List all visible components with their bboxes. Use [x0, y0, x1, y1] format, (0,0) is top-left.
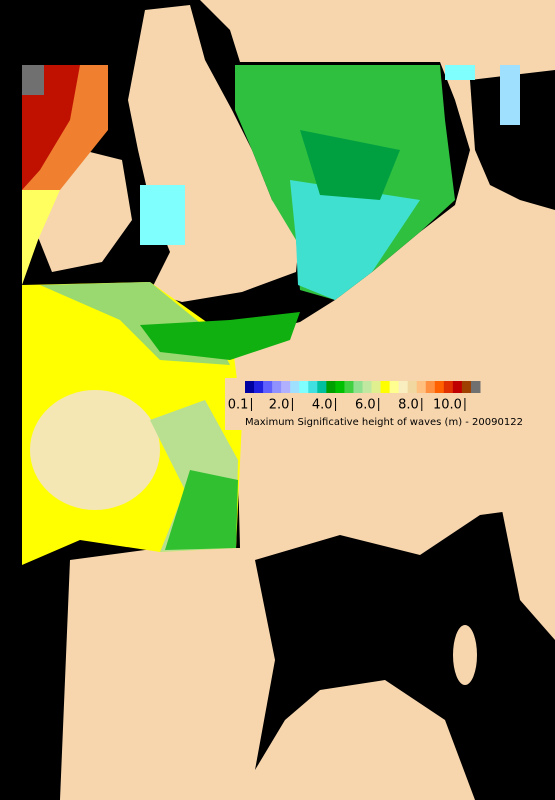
mediterranean	[255, 505, 555, 800]
colorbar-swatch	[272, 381, 282, 393]
skagerrak-field	[445, 65, 475, 80]
calm-patch	[30, 390, 160, 510]
colorbar-swatch	[263, 381, 273, 393]
italy	[500, 480, 555, 640]
tick-label: 10.0	[433, 398, 462, 413]
colorbar-swatch	[389, 381, 400, 393]
tick-label: 6.0	[355, 398, 376, 413]
colorbar-swatch	[398, 381, 409, 393]
colorbar-swatch	[461, 381, 472, 393]
kattegat-field	[500, 65, 520, 125]
colorbar-swatch	[362, 381, 373, 393]
colorbar-swatch	[317, 381, 327, 393]
north-sea-south	[290, 180, 420, 300]
colorbar-swatch	[308, 381, 318, 393]
irish-sea-field	[140, 185, 185, 245]
colorbar-swatch	[434, 381, 445, 393]
colorbar-swatch	[344, 381, 354, 393]
colorbar: 0.1 2.0 4.0 6.0 8.0 10.0	[228, 381, 481, 413]
irish-field	[22, 190, 60, 285]
northwest-max	[22, 65, 44, 95]
tick-label: 4.0	[312, 398, 333, 413]
baltic-sea	[470, 70, 555, 210]
colorbar-swatch	[335, 381, 345, 393]
coastal-green	[165, 470, 238, 550]
colorbar-swatch	[452, 381, 463, 393]
colorbar-swatch	[326, 381, 336, 393]
colorbar-swatch	[281, 381, 291, 393]
tick-label: 2.0	[269, 398, 290, 413]
colorbar-swatch	[371, 381, 382, 393]
tick-label: 8.0	[398, 398, 419, 413]
colorbar-swatch	[416, 381, 427, 393]
colorbar-swatch	[245, 381, 255, 393]
colorbar-swatch	[299, 381, 309, 393]
northwest-peak	[22, 65, 80, 190]
colorbar-swatch	[443, 381, 454, 393]
colorbar-swatch	[425, 381, 436, 393]
colorbar-swatch	[380, 381, 391, 393]
corsica	[453, 625, 477, 685]
colorbar-swatch	[407, 381, 418, 393]
caption: Maximum Significative height of waves (m…	[245, 417, 523, 428]
colorbar-swatch	[254, 381, 264, 393]
north-sea-core	[300, 130, 400, 200]
channel-field	[140, 312, 300, 360]
colorbar-swatch	[290, 381, 300, 393]
colorbar-swatch	[470, 381, 481, 393]
tick-label: 0.1	[228, 398, 249, 413]
colorbar-swatch	[353, 381, 363, 393]
